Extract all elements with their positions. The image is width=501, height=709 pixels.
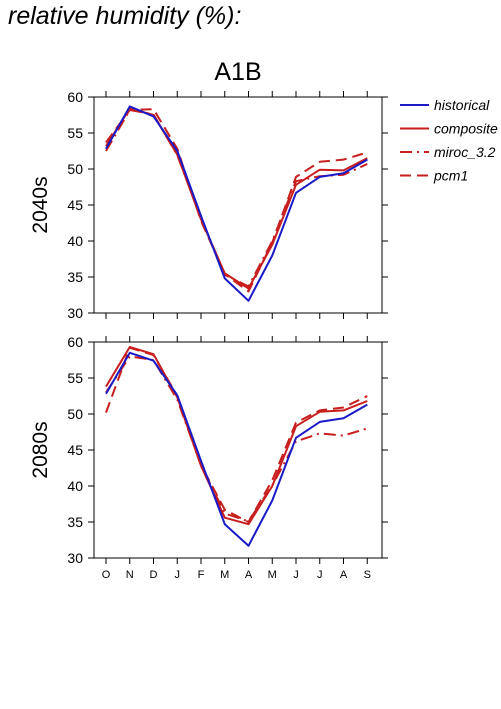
series-line-historical [105,351,368,547]
y-tick-label: 50 [67,161,83,177]
page-title: relative humidity (%): [8,2,242,30]
chart-legend: historical composite miroc_3.2 pcm1 [400,97,498,184]
y-axis-label: 2040s [29,176,52,233]
x-tick-label: J [293,569,299,581]
series-line-historical [105,105,368,302]
y-tick-label: 40 [67,233,83,249]
y-tick-label: 60 [67,334,83,350]
x-tick-label: J [175,569,181,581]
series-line-pcm1 [105,108,368,293]
y-tick-label: 55 [67,370,83,386]
y-tick-label: 60 [67,89,83,105]
legend-label: composite [434,121,498,137]
y-axis-label: 2080s [29,421,52,478]
x-tick-label: N [126,569,134,581]
x-tick-label: M [268,569,277,581]
panel-2040s: 30 35 40 45 50 55 60 2040s [29,89,388,321]
legend-label: pcm1 [433,168,468,184]
y-tick-label: 40 [67,478,83,494]
x-tick-label: O [102,569,111,581]
chart-title: A1B [214,58,261,86]
x-tick-label: S [364,569,371,581]
y-tick-label: 45 [67,442,83,458]
y-tick-label: 35 [67,514,83,530]
plot-frame [93,96,383,314]
series-line-composite [105,346,368,526]
y-tick-label: 45 [67,197,83,213]
y-tick-label: 30 [67,305,83,321]
plot-frame [93,341,383,559]
y-tick-label: 35 [67,269,83,285]
series-line-pcm1 [105,346,368,523]
x-tick-label: J [317,569,323,581]
y-tick-label: 50 [67,406,83,422]
x-tick-label: A [340,569,348,581]
series-line-composite [105,107,368,290]
panel-2080s: 30 35 40 45 50 55 60 O N D J F M A M J J A S 2080s [29,334,388,581]
y-tick-label: 30 [67,550,83,566]
x-tick-label: D [150,569,158,581]
y-tick-label: 55 [67,125,83,141]
series-line-miroc-3-2 [105,355,368,523]
x-tick-label: F [198,569,205,581]
legend-label: miroc_3.2 [434,144,496,160]
legend-label: historical [434,97,490,113]
x-tick-label: A [245,569,253,581]
series-line-miroc-3-2 [105,109,368,288]
x-tick-label: M [220,569,229,581]
